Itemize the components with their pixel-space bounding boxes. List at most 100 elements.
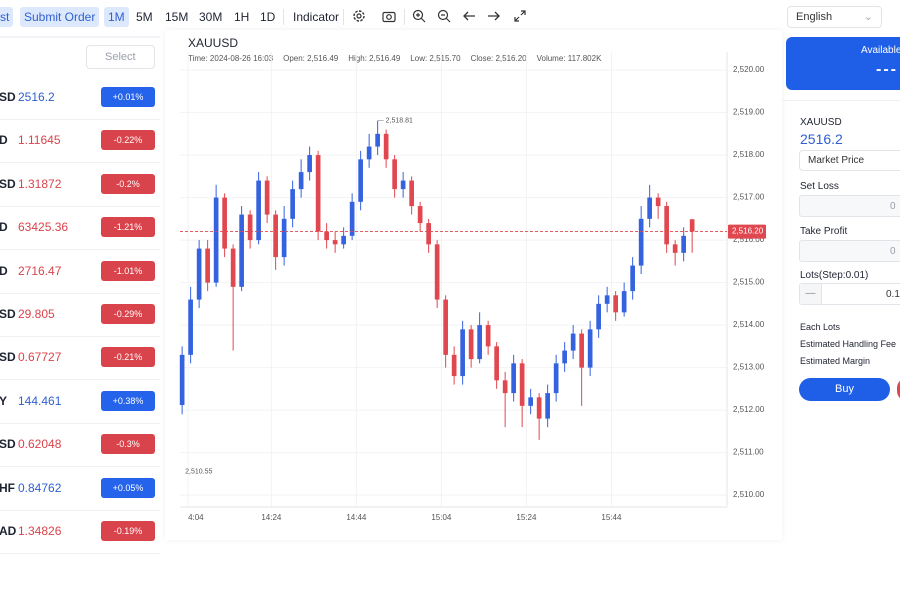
change-badge: -0.22% [101,130,155,151]
chart-card: XAUUSD Time: 2024-08-26 16:03 Open: 2,516… [165,30,782,540]
price: 2516.2 [18,90,55,104]
annotation: 2,518.81 [386,117,413,124]
separator [343,9,344,25]
candle-body [630,265,635,292]
right-icon[interactable] [487,9,501,23]
language-select[interactable]: English ⌄ [787,6,882,28]
chart: XAUUSD Time: 2024-08-26 16:03 Open: 2,516… [179,36,766,522]
timeframe[interactable]: 30M [199,10,223,24]
separator [404,9,405,25]
indicator-button[interactable]: Indicator [293,10,340,24]
field-label: Estimated Handling Fee [800,339,897,349]
submit-order-button[interactable]: Submit Order [20,7,100,27]
watchlist-row[interactable]: SD 2516.2 +0.01% [0,76,160,120]
watchlist-select[interactable]: Select [86,45,155,69]
candle-body [664,206,669,245]
candle-body [502,380,508,394]
change-badge: -0.29% [101,304,155,324]
candle-body [536,397,542,419]
lots-minus[interactable]: — [800,284,822,304]
order-symbol: XAUUSD [800,117,842,128]
change-badge: -1.21% [101,217,155,238]
lots-label: Lots(Step:0.01) [800,270,869,281]
y-tick-label: 2,515.00 [733,278,765,287]
watchlist-row[interactable]: D 63425.36 -1.21% [0,206,160,251]
watchlist-row[interactable]: D 1.11645 -0.22% [0,119,160,164]
candle-body [349,201,355,236]
watchlist-row[interactable]: Y 144.461 +0.38% [0,380,160,424]
candle-body [366,146,372,160]
timeframe[interactable]: 1H [234,10,250,24]
candle-body [528,397,533,406]
left-icon[interactable] [462,9,476,23]
price: 0.84762 [18,480,62,495]
fullscreen-icon[interactable] [513,9,527,23]
x-tick-label: 15:04 [431,513,452,522]
candle-body [587,329,593,368]
symbol: D [0,220,8,235]
symbol: SD [0,90,16,104]
toolbar-button[interactable]: st [0,7,14,27]
y-tick-label: 2,519.00 [733,108,765,117]
watchlist-row[interactable]: SD 1.31872 -0.2% [0,163,160,207]
watchlist-row[interactable]: SD 0.67727 -0.21% [0,336,160,381]
lots-value: 0.1 [886,289,900,300]
zoom-in-icon[interactable] [412,9,426,23]
candle-body [494,346,499,381]
candle-body [332,240,338,245]
candle-body [307,155,312,173]
timeframe[interactable]: 1D [260,10,276,24]
candle-body [553,363,559,394]
candle-body [256,180,261,241]
watchlist-row[interactable]: SD 0.62048 -0.3% [0,423,160,468]
timeframe[interactable]: 15M [165,10,189,24]
candle-body [545,393,550,419]
watchlist-row[interactable]: AD 1.34826 -0.19% [0,510,160,554]
price: 0.62048 [18,437,62,452]
info-item: Volume: 117.802K [537,54,602,63]
change-badge: +0.01% [101,87,155,107]
timeframe[interactable]: 1M [104,7,129,27]
candle-body [315,155,321,232]
order-type-select[interactable]: Market Price [799,150,900,171]
x-tick-label: 15:24 [516,513,537,522]
change-badge: -0.21% [101,347,155,368]
info-item: Time: 2024-08-26 16:03 [188,54,274,63]
y-tick-label: 2,514.00 [733,320,765,329]
y-tick-label: 2,513.00 [733,363,765,372]
candle-body [613,295,618,313]
buy-button[interactable]: Buy [799,378,890,401]
candle-body [647,197,652,219]
candle-body [570,333,576,351]
info-item: Low: 2,515.70 [410,54,461,63]
candle-body [519,363,525,406]
watchlist-row[interactable]: HF 0.84762 +0.05% [0,467,160,511]
candle-body [451,354,457,377]
candle-body [596,303,601,330]
candle-body [205,248,210,283]
candle-body [604,295,610,304]
set-loss-input[interactable]: 0 [799,195,900,217]
zoom-out-icon[interactable] [437,9,451,23]
sell-button[interactable] [897,378,900,401]
y-tick-label: 2,516.00 [733,235,765,244]
candle-body [358,159,363,202]
price: 2716.47 [18,263,62,278]
candle-body [672,244,678,253]
language: English [796,11,833,23]
candle-body [638,218,644,266]
watchlist-row[interactable]: D 2716.47 -1.01% [0,250,160,294]
timeframe[interactable]: 5M [136,10,153,24]
candle-body [443,299,448,355]
price: 144.461 [18,393,62,408]
candle-body [324,231,329,241]
annotation: 2,510.55 [185,469,212,476]
symbol: SD [0,350,16,365]
watchlist-row[interactable]: SD 29.805 -0.29% [0,293,160,337]
candle-body [230,248,236,287]
price: 1.11645 [18,133,61,148]
take-profit-input[interactable]: 0 [799,240,900,262]
settings-icon[interactable] [352,9,366,23]
camera-icon[interactable] [382,9,396,23]
lots-input[interactable]: — 0.1 [799,283,900,305]
